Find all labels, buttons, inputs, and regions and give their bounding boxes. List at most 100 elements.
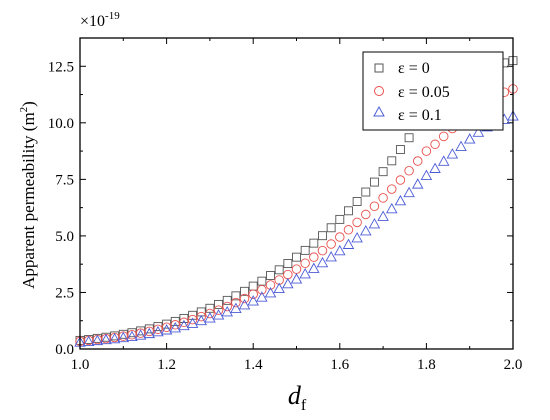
data-point-triangle xyxy=(360,225,372,236)
data-point-circle xyxy=(239,293,250,304)
data-point-square xyxy=(344,206,353,216)
data-point-circle xyxy=(291,264,302,274)
data-point-triangle xyxy=(463,133,476,144)
data-point-circle xyxy=(222,301,232,312)
data-point-circle xyxy=(404,166,414,176)
data-point-circle xyxy=(187,314,198,325)
data-point-triangle xyxy=(82,335,95,346)
x-tick-label: 1.2 xyxy=(157,357,176,373)
data-point-square xyxy=(222,295,232,305)
y-tick-label: 12.5 xyxy=(48,59,74,75)
legend-label-1: ε = 0.05 xyxy=(398,84,450,101)
data-point-triangle xyxy=(437,155,450,166)
data-point-square xyxy=(283,259,293,268)
data-point-circle xyxy=(265,280,276,290)
data-point-circle xyxy=(205,308,215,319)
data-point-triangle xyxy=(126,330,138,342)
data-point-triangle xyxy=(394,194,407,206)
data-point-triangle xyxy=(290,273,303,284)
data-point-circle xyxy=(248,289,258,300)
data-point-circle xyxy=(352,217,362,228)
legend: ε = 0 ε = 0.05 ε = 0.1 xyxy=(362,51,504,131)
data-point-square xyxy=(266,271,275,280)
data-point-triangle xyxy=(169,322,182,333)
data-point-triangle xyxy=(282,277,294,289)
data-point-square xyxy=(395,145,405,154)
data-point-triangle xyxy=(247,295,259,306)
x-tick-label: 1.0 xyxy=(71,357,90,373)
data-point-triangle xyxy=(230,302,242,313)
legend-label-0: ε = 0 xyxy=(398,60,430,77)
data-point-triangle xyxy=(143,327,156,339)
data-point-square xyxy=(352,197,362,206)
y-tick-label: 2.5 xyxy=(55,285,74,301)
data-point-circle xyxy=(343,225,354,235)
y-tick-label: 0.0 xyxy=(55,342,74,358)
data-point-square xyxy=(274,265,284,275)
data-point-triangle xyxy=(446,148,459,159)
data-point-circle xyxy=(326,239,336,249)
data-point-circle xyxy=(170,320,181,330)
legend-square-marker xyxy=(374,63,384,73)
data-point-triangle xyxy=(108,332,121,344)
data-point-circle xyxy=(369,201,380,212)
data-point-triangle xyxy=(186,317,199,328)
y-tick-label: 10.0 xyxy=(48,116,74,132)
legend-item-2: ε = 0.1 xyxy=(373,105,442,124)
data-point-circle xyxy=(387,184,397,194)
y-tick-label: 7.5 xyxy=(55,172,74,188)
data-point-triangle xyxy=(221,305,233,317)
data-point-square xyxy=(404,133,414,143)
data-point-triangle xyxy=(342,238,355,249)
series-2 xyxy=(74,110,519,347)
data-point-triangle xyxy=(385,202,398,214)
data-point-triangle xyxy=(377,210,389,221)
data-point-square xyxy=(179,314,189,323)
x-tick-label: 1.4 xyxy=(244,357,263,373)
data-point-triangle xyxy=(160,324,173,335)
legend-item-0: ε = 0 xyxy=(374,60,430,77)
data-point-square xyxy=(240,286,249,296)
data-point-square xyxy=(127,328,137,338)
data-point-triangle xyxy=(204,312,216,323)
x-tick-label: 1.6 xyxy=(330,357,349,373)
data-point-square xyxy=(326,223,336,233)
y-tick-label: 5.0 xyxy=(55,229,74,245)
data-point-circle xyxy=(179,317,189,328)
data-point-circle xyxy=(412,156,423,166)
data-point-triangle xyxy=(403,186,415,198)
x-tick-label: 2.0 xyxy=(504,357,523,373)
data-point-square xyxy=(300,245,310,255)
data-point-triangle xyxy=(429,162,441,173)
data-point-circle xyxy=(395,175,406,185)
data-point-triangle xyxy=(178,319,190,331)
data-point-circle xyxy=(144,326,155,337)
data-point-square xyxy=(369,177,379,187)
data-point-triangle xyxy=(455,140,467,152)
data-point-circle xyxy=(378,193,388,203)
data-point-triangle xyxy=(91,334,104,346)
data-point-triangle xyxy=(299,267,311,279)
data-point-square xyxy=(335,214,345,224)
data-point-triangle xyxy=(472,126,485,137)
data-point-circle xyxy=(335,232,345,242)
plot-frame xyxy=(79,37,514,350)
data-point-triangle xyxy=(308,262,320,273)
data-point-triangle xyxy=(134,329,147,340)
data-point-triangle xyxy=(117,331,130,343)
data-point-triangle xyxy=(152,325,164,337)
data-point-circle xyxy=(161,322,172,333)
data-point-circle xyxy=(196,311,206,322)
data-point-circle xyxy=(300,258,310,269)
data-point-square xyxy=(214,299,224,309)
legend-box xyxy=(362,51,504,131)
data-point-circle xyxy=(283,269,293,280)
data-point-circle xyxy=(309,252,319,262)
legend-item-1: ε = 0.05 xyxy=(374,84,450,101)
data-point-circle xyxy=(421,146,432,156)
data-point-square xyxy=(257,276,267,286)
data-point-circle xyxy=(257,284,267,295)
data-point-triangle xyxy=(256,291,268,302)
data-point-triangle xyxy=(195,314,208,326)
